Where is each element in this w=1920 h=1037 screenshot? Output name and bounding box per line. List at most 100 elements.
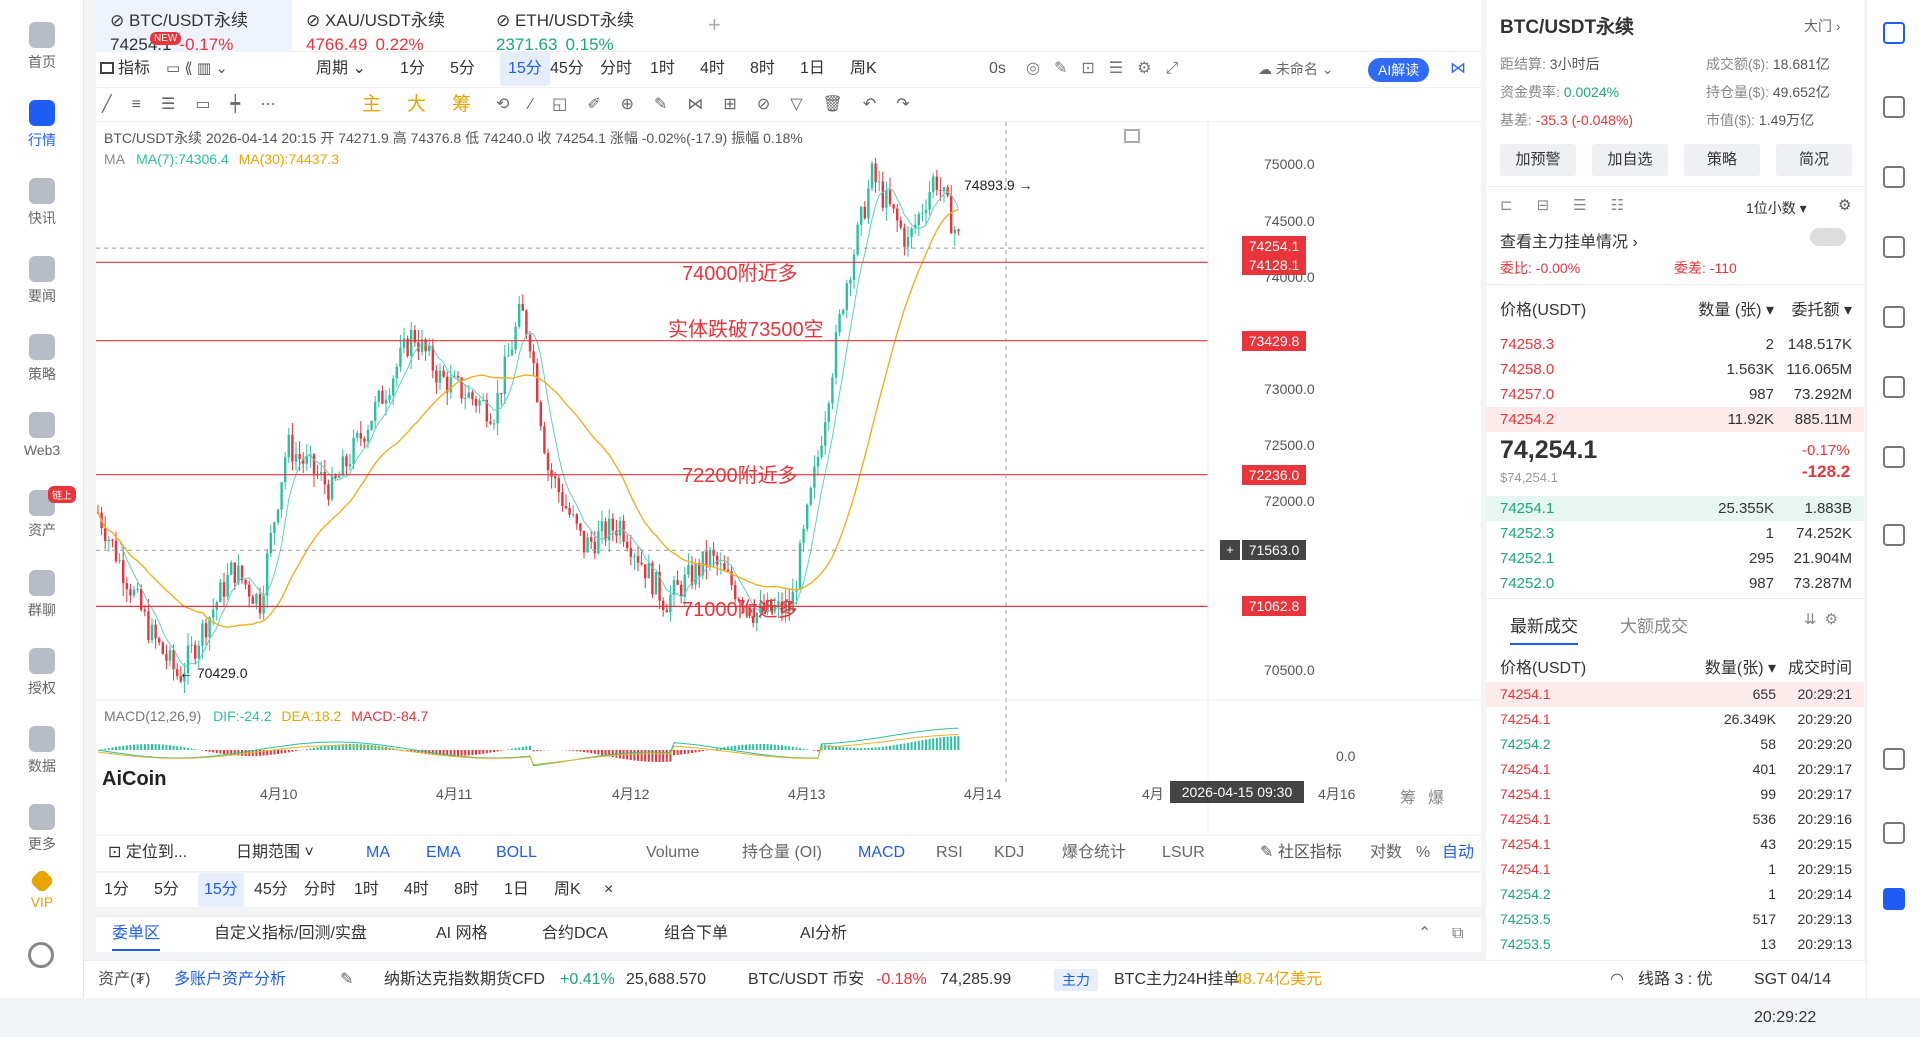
bottom-interval-8[interactable]: 1日 <box>498 873 535 907</box>
exchange-dropdown[interactable]: 大门 › <box>1804 16 1841 36</box>
bottom-tab-4[interactable]: 组合下单 <box>664 917 728 951</box>
main-force-text[interactable]: BTC主力24H挂单 <box>1114 961 1239 999</box>
bottom-interval-2[interactable]: 15分 <box>198 873 244 907</box>
chart-line-icon[interactable] <box>1883 236 1905 258</box>
interval-7[interactable]: 8时 <box>750 52 775 86</box>
bottom-interval-7[interactable]: 8时 <box>448 873 485 907</box>
settings-icon[interactable]: ⚙ <box>1838 196 1851 214</box>
interval-1[interactable]: 5分 <box>450 52 475 86</box>
chart-annotation-3[interactable]: 71000附近多 <box>682 593 798 622</box>
indicator-lsur[interactable]: LSUR <box>1162 836 1205 870</box>
percent-scale-toggle[interactable]: % <box>1416 836 1430 870</box>
main-force-switch[interactable] <box>1810 228 1846 246</box>
depth-view-icons[interactable]: ⊏⊟☰☷ <box>1500 196 1648 214</box>
interval-5[interactable]: 1时 <box>650 52 675 86</box>
nav-item-6[interactable]: 资产链上 <box>0 480 84 550</box>
add-order-icon[interactable]: + <box>1220 540 1240 560</box>
interval-3[interactable]: 45分 <box>550 52 584 86</box>
chart-annotation-2[interactable]: 72200附近多 <box>682 459 798 488</box>
interval-8[interactable]: 1日 <box>800 52 825 86</box>
layout-icon[interactable] <box>1883 748 1905 770</box>
nav-item-9[interactable]: 数据 <box>0 716 84 786</box>
toolbar-icons-group[interactable]: ▭ ⟪ ▥ ⌄ <box>166 52 228 86</box>
chart-tool-icons[interactable]: ◎✎⊡☰⚙⤢ <box>1026 52 1192 86</box>
action-button-1[interactable]: 加自选 <box>1592 144 1668 176</box>
bottom-tab-0[interactable]: 委单区 <box>112 917 160 951</box>
trade-header-1[interactable]: 数量(张) ▾ <box>1636 654 1776 678</box>
action-button-0[interactable]: 加预警 <box>1500 144 1576 176</box>
nav-item-7[interactable]: 群聊 <box>0 560 84 630</box>
bottom-interval-5[interactable]: 1时 <box>348 873 385 907</box>
line-status[interactable]: 线路 3 : 优 <box>1638 961 1713 999</box>
add-tab-button[interactable]: + <box>708 12 721 38</box>
indicator--[interactable]: 爆仓统计 <box>1062 836 1126 870</box>
orderbook-header-2[interactable]: 委托额 ▾ <box>1776 296 1852 320</box>
bottom-tab-1[interactable]: 自定义指标/回测/实盘 <box>214 917 367 951</box>
action-button-3[interactable]: 简况 <box>1776 144 1852 176</box>
period-dropdown[interactable]: 周期 ⌄ <box>316 52 366 86</box>
liquidation-corner[interactable]: 爆 <box>1428 784 1444 808</box>
trade-tab-1[interactable]: 大额成交 <box>1620 612 1688 637</box>
robot-icon[interactable] <box>1883 446 1905 468</box>
share-icon[interactable]: ⋈ <box>1450 52 1466 86</box>
collapse-icon[interactable]: ⌃ <box>1418 917 1431 951</box>
chart-action-icons[interactable]: ⟲⁄◱✐⊕✎⋈⊞⊘▽🗑↶↷ <box>496 88 930 122</box>
ai-interpret-button[interactable]: AI解读 <box>1368 58 1429 82</box>
bottom-interval-0[interactable]: 1分 <box>98 873 135 907</box>
action-button-2[interactable]: 策略 <box>1684 144 1760 176</box>
document-icon[interactable] <box>1883 96 1905 118</box>
nav-item-10[interactable]: 更多 <box>0 794 84 864</box>
popout-icon[interactable]: ⧉ <box>1452 917 1463 951</box>
chips-toggle[interactable]: 筹 <box>452 88 471 122</box>
multi-account-link[interactable]: 多账户资产分析 <box>174 961 286 999</box>
ticker-1-name[interactable]: 纳斯达克指数期货CFD <box>384 961 545 999</box>
indicator-macd[interactable]: MACD <box>858 836 905 870</box>
indicator-kdj[interactable]: KDJ <box>994 836 1024 870</box>
interval-0[interactable]: 1分 <box>400 52 425 86</box>
layout-name-dropdown[interactable]: ☁ 未命名 ⌄ <box>1258 52 1334 86</box>
decimal-dropdown[interactable]: 1位小数 ▾ <box>1746 198 1807 218</box>
list-icon[interactable] <box>1883 22 1905 44</box>
swap-icon[interactable] <box>1883 524 1905 546</box>
bottom-tab-2[interactable]: AI 网格 <box>436 917 488 951</box>
big-order-toggle[interactable]: 大 <box>407 88 426 122</box>
indicator-ma[interactable]: MA <box>366 836 390 870</box>
bottom-interval-4[interactable]: 分时 <box>298 873 342 907</box>
dollar-icon[interactable] <box>1883 166 1905 188</box>
bottom-interval-6[interactable]: 4时 <box>398 873 435 907</box>
kline-icon[interactable] <box>1883 306 1905 328</box>
bottom-tab-5[interactable]: AI分析 <box>800 917 847 951</box>
bottom-interval-9[interactable]: 周K <box>548 873 587 907</box>
drawing-tool-icons[interactable]: ╱≡☰▭┿⋯ <box>102 88 296 122</box>
nav-item-3[interactable]: 要闻 <box>0 246 84 316</box>
trade-tab-0[interactable]: 最新成交 <box>1510 612 1578 645</box>
headset-icon[interactable] <box>1883 822 1905 844</box>
settings-icon[interactable] <box>28 942 54 968</box>
ticker-2-name[interactable]: BTC/USDT 币安 <box>748 961 864 999</box>
community-indicator-button[interactable]: ✎ 社区指标 <box>1260 836 1342 870</box>
indicator-rsi[interactable]: RSI <box>936 836 963 870</box>
indicator-ema[interactable]: EMA <box>426 836 461 870</box>
indicator-volume[interactable]: Volume <box>646 836 699 870</box>
chips-corner[interactable]: 筹 <box>1400 784 1416 808</box>
interval-2[interactable]: 15分 <box>500 52 550 86</box>
bottom-interval-3[interactable]: 45分 <box>248 873 294 907</box>
nav-item-11[interactable]: VIP <box>0 862 84 932</box>
nav-item-5[interactable]: Web3 <box>0 402 84 472</box>
indicator-button[interactable]: 指标 <box>100 52 150 86</box>
indicator--oi-[interactable]: 持仓量 (OI) <box>742 836 822 870</box>
interval-9[interactable]: 周K <box>850 52 877 86</box>
log-scale-toggle[interactable]: 对数 <box>1370 836 1402 870</box>
locate-button[interactable]: ⊡ 定位到... <box>108 836 187 870</box>
date-range-dropdown[interactable]: 日期范围 ˅ <box>236 836 314 870</box>
bottom-tab-3[interactable]: 合约DCA <box>542 917 608 951</box>
